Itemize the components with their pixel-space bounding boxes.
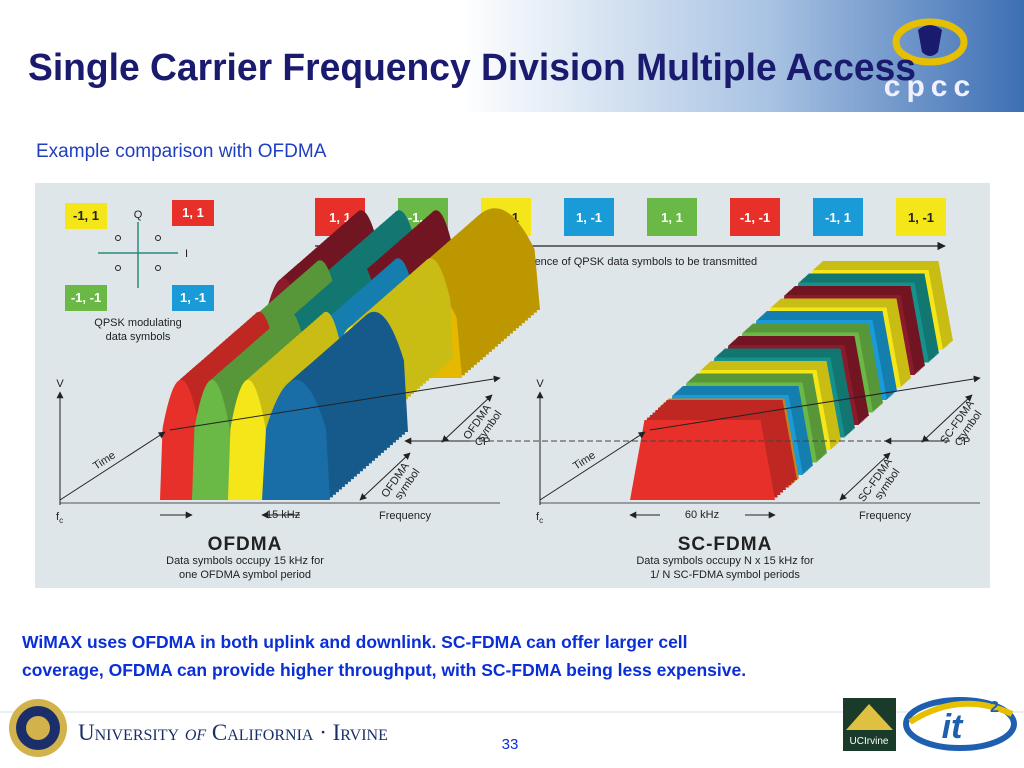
q-label: Q: [134, 209, 143, 221]
constellation-dot: [115, 235, 121, 241]
ofdma-subcarrier: [192, 379, 232, 500]
sequence-label: 1, 1: [329, 210, 351, 225]
constellation-box: [172, 285, 214, 311]
ofdma-caption: one OFDMA symbol period: [179, 569, 311, 581]
constellation-label: -1, -1: [71, 290, 101, 305]
ofdma-origin: fc: [56, 511, 63, 525]
sequence-label: -1, -1: [740, 210, 770, 225]
body-line: coverage, OFDMA can provide higher throu…: [22, 660, 746, 680]
ofdma-origin-sub: c: [59, 516, 63, 525]
i-label: I: [185, 248, 188, 260]
ofdma-spacing: 15 kHz: [266, 509, 300, 521]
slide-title: Single Carrier Frequency Division Multip…: [28, 47, 916, 89]
scfdma-spacing: 60 kHz: [685, 509, 719, 521]
scfdma-origin-main: f: [536, 511, 540, 523]
sequence-box: [813, 198, 863, 236]
constellation-dot: [115, 265, 121, 271]
header-band: [0, 0, 1024, 112]
ofdma-subcarrier: [160, 379, 202, 500]
constellation-label: 1, 1: [182, 205, 204, 220]
sequence-label: 1, -1: [576, 210, 602, 225]
ofdma-origin-main: f: [56, 511, 60, 523]
sequence-box: [896, 198, 946, 236]
sequence-box: [647, 198, 697, 236]
cpcc-logo: cpcc: [884, 18, 976, 103]
sequence-box: [730, 198, 780, 236]
ofdma-symbol-arrow: [441, 394, 493, 443]
ofdma-caption: Data symbols occupy 15 kHz for: [166, 555, 324, 567]
ofdma-subcarrier: [262, 379, 330, 500]
scfdma-origin-sub: c: [539, 516, 543, 525]
wordmark-part: of: [185, 720, 207, 745]
ofdma-name: OFDMA: [208, 534, 283, 555]
uc-seal: [9, 699, 67, 757]
wordmark-part: California · Irvine: [212, 720, 388, 745]
uci-logo: UCIrvine: [843, 698, 896, 751]
university-wordmark: University of California · Irvine: [78, 720, 388, 745]
constellation-caption: QPSK modulating: [94, 317, 181, 329]
scfdma-time-axis: [539, 431, 646, 501]
scfdma-slice: [630, 420, 775, 500]
scfdma-symbol-arrow: [839, 452, 891, 501]
scfdma-v-label: V: [536, 378, 544, 390]
ofdma-subcarrier: [228, 379, 268, 500]
constellation-label: -1, 1: [73, 208, 99, 223]
constellation-box: [65, 285, 107, 311]
ofdma-symbol-arrow: [359, 452, 411, 501]
it2-logo: it 2: [903, 697, 1017, 751]
ofdma-back-axis: [169, 375, 501, 431]
constellation-caption: data symbols: [106, 331, 171, 343]
constellation-box: [65, 203, 107, 229]
scfdma-caption: 1/ N SC-FDMA symbol periods: [650, 569, 800, 581]
sequence-label: -1, 1: [825, 210, 851, 225]
scfdma-origin: fc: [536, 511, 543, 525]
sequence-label: 1, 1: [661, 210, 683, 225]
page-number: 33: [502, 736, 519, 753]
it-sup: 2: [990, 699, 999, 716]
constellation-box: [172, 200, 214, 226]
body-line: WiMAX uses OFDMA in both uplink and down…: [22, 632, 688, 652]
cpcc-text: cpcc: [884, 70, 976, 103]
scfdma-name: SC-FDMA: [678, 534, 773, 555]
uci-text: UCIrvine: [850, 736, 889, 747]
wordmark-part: University: [78, 720, 179, 745]
scfdma-caption: Data symbols occupy N x 15 kHz for: [636, 555, 814, 567]
constellation-dot: [155, 265, 161, 271]
scfdma-symbol-arrow: [921, 394, 973, 443]
constellation-dot: [155, 235, 161, 241]
ofdma-v-label: V: [56, 378, 64, 390]
ofdma-time-axis: [59, 431, 166, 501]
sequence-label: 1, -1: [908, 210, 934, 225]
figure: -1, 1 1, 1 -1, -1 1, -1 Q I QPSK modulating dat…: [56, 198, 984, 581]
ofdma-frequency-label: Frequency: [379, 510, 431, 522]
scfdma-frequency-label: Frequency: [859, 510, 911, 522]
sequence-box: [564, 198, 614, 236]
scfdma-back-axis: [649, 375, 981, 431]
constellation-label: 1, -1: [180, 290, 206, 305]
sequence-caption: Sequence of QPSK data symbols to be tran…: [509, 256, 757, 268]
it-text: it: [942, 708, 964, 746]
subtitle: Example comparison with OFDMA: [36, 141, 327, 162]
